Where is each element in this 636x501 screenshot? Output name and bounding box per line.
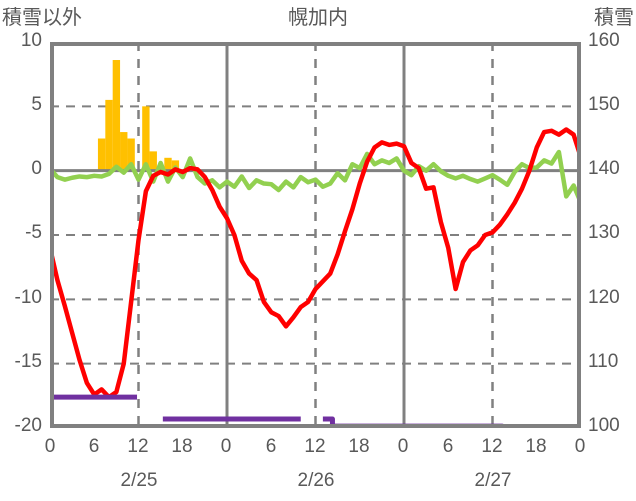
day-label-2: 2/27 [474, 470, 512, 491]
left-tick-6: -20 [14, 415, 42, 436]
chart-canvas [50, 42, 581, 428]
x-tick-7: 18 [348, 436, 370, 457]
x-tick-1: 6 [88, 436, 100, 457]
right-tick-4: 120 [588, 287, 620, 308]
x-tick-3: 18 [171, 436, 193, 457]
x-tick-11: 18 [525, 436, 547, 457]
page-title: 幌加内 [288, 7, 348, 29]
x-tick-8: 0 [397, 436, 409, 457]
x-tick-6: 12 [304, 436, 326, 457]
gridlines [50, 42, 581, 428]
left-tick-4: -10 [14, 287, 42, 308]
x-tick-2: 12 [127, 436, 149, 457]
x-tick-12: 0 [574, 436, 586, 457]
right-tick-2: 140 [588, 158, 620, 179]
right-tick-6: 100 [588, 415, 620, 436]
x-tick-4: 0 [220, 436, 232, 457]
left-tick-1: 5 [31, 94, 42, 115]
x-tick-0: 0 [44, 436, 56, 457]
left-axis-title: 積雪以外 [2, 7, 82, 29]
snow-depth-line [50, 149, 581, 206]
left-tick-3: -5 [25, 222, 42, 243]
day-label-0: 2/25 [120, 470, 158, 491]
plot-area [50, 42, 581, 428]
x-tick-9: 6 [442, 436, 454, 457]
temperature-line [50, 127, 581, 400]
right-tick-1: 150 [588, 94, 620, 115]
left-tick-5: -15 [14, 351, 42, 372]
left-tick-2: 0 [31, 158, 42, 179]
x-tick-5: 6 [265, 436, 277, 457]
x-tick-10: 12 [481, 436, 503, 457]
right-tick-3: 130 [588, 222, 620, 243]
left-tick-0: 10 [20, 30, 42, 51]
right-axis-title: 積雪 [594, 7, 634, 29]
right-tick-5: 110 [588, 351, 619, 372]
right-tick-0: 160 [588, 30, 620, 51]
day-label-1: 2/26 [297, 470, 335, 491]
